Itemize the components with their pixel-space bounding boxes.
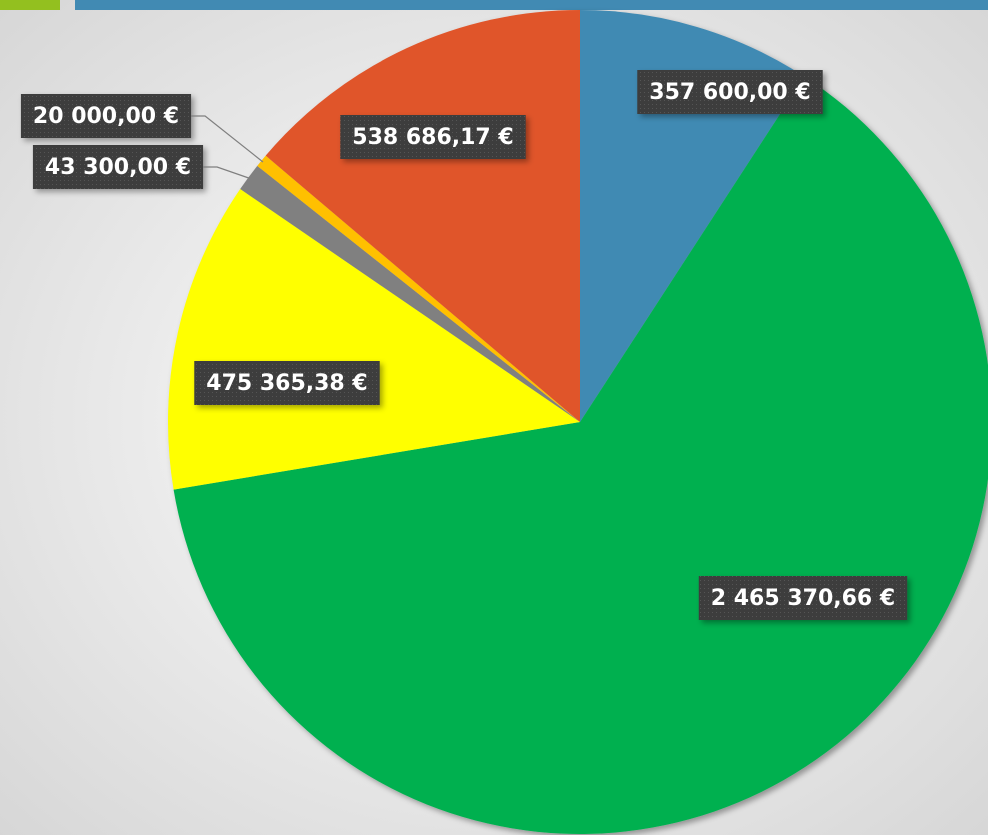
value-label: 20 000,00 €: [33, 104, 179, 129]
label-box: [194, 361, 380, 405]
pie-slice: [240, 165, 580, 422]
leader-line: [191, 115, 264, 163]
value-label: 475 365,38 €: [206, 371, 367, 396]
pie-slice: [257, 155, 580, 422]
label-box: [340, 115, 526, 159]
data-label: 538 686,17 €: [340, 115, 526, 159]
label-box: [32, 145, 204, 189]
pie-slice: [265, 10, 580, 422]
data-label: 20 000,00 €: [20, 94, 192, 138]
labels: 357 600,00 € 2 465 370,66 € 475 365,38 € 43…: [20, 70, 908, 620]
leader-line: [203, 166, 251, 180]
pie: [167, 10, 988, 834]
data-label: 2 465 370,66 €: [698, 576, 908, 620]
data-label: 475 365,38 €: [194, 361, 380, 405]
label-box: [637, 70, 823, 114]
data-label: 357 600,00 €: [637, 70, 823, 114]
top-bar: [75, 0, 988, 10]
value-label: 357 600,00 €: [649, 80, 810, 105]
label-box: [698, 576, 908, 620]
accent-square: [0, 0, 60, 10]
value-label: 43 300,00 €: [45, 155, 191, 180]
pie-slice: [173, 76, 988, 834]
pie-slice: [167, 189, 580, 490]
value-label: 2 465 370,66 €: [711, 586, 895, 611]
data-label: 43 300,00 €: [32, 145, 204, 189]
label-box: [20, 94, 192, 138]
value-label: 538 686,17 €: [352, 125, 513, 150]
